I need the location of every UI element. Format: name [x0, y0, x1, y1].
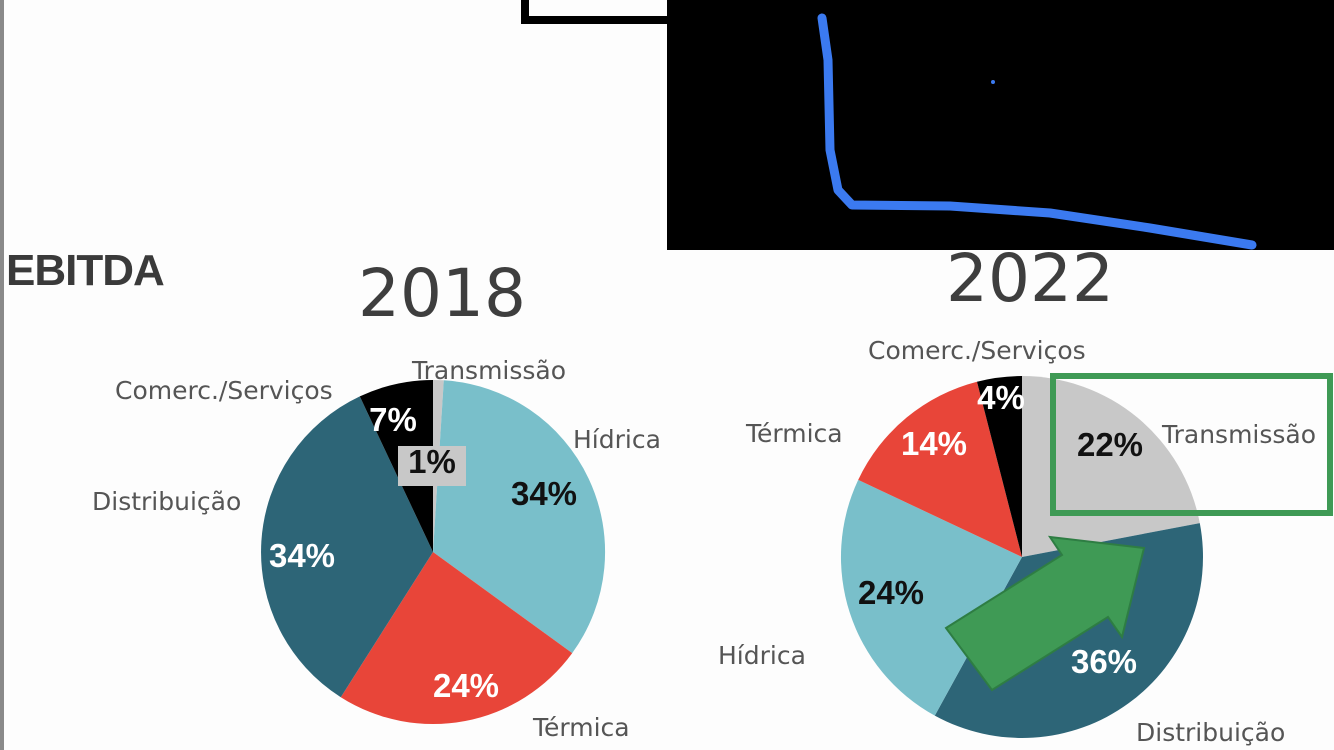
- label-2018-comerc: Comerc./Serviços: [115, 376, 333, 405]
- black-ink-bracket: [521, 0, 681, 24]
- label-2022-comerc: Comerc./Serviços: [868, 336, 1086, 365]
- pie-slice-2018-2: [340, 552, 573, 725]
- highlight-box-transmissao: [1050, 373, 1333, 516]
- label-2018-hidrica: Hídrica: [573, 425, 661, 454]
- pct-label-2018-0: 1%: [408, 443, 456, 480]
- pct-label-2018-2: 24%: [433, 667, 499, 704]
- pie-slice-2018-3: [261, 396, 433, 698]
- green-arrow: [944, 535, 1146, 692]
- label-2022-transmissao: Transmissão: [1161, 420, 1316, 449]
- pie-slice-2018-1: [433, 380, 606, 654]
- pct-label-2022-4: 4%: [977, 379, 1025, 416]
- label-2022-distribuicao: Distribuição: [1136, 718, 1285, 747]
- pct-label-2018-4: 7%: [369, 401, 417, 438]
- chart-title-2018: 2018: [358, 255, 526, 332]
- pct-label-2022-1: 36%: [1071, 643, 1137, 680]
- label-2022-termica: Térmica: [745, 419, 843, 448]
- pct-label-2022-2: 24%: [858, 574, 924, 611]
- pie-slice-2022-4: [977, 376, 1022, 557]
- pie-chart-2022: 22% 36% 24% 14% 4%: [840, 376, 1204, 738]
- label-2018-distribuicao: Distribuição: [92, 487, 241, 516]
- label-2018-termica: Térmica: [532, 713, 630, 742]
- chart-title-2022: 2022: [946, 240, 1114, 317]
- pie-slice-2018-4: [359, 380, 433, 552]
- pct-label-2018-3: 34%: [269, 537, 335, 574]
- slide-left-border: [0, 0, 4, 750]
- blue-pen-dot: [991, 80, 995, 84]
- pct-label-2022-0: 22%: [1077, 426, 1143, 463]
- pie-slice-2022-2: [840, 479, 1022, 716]
- pie-chart-2018: 1% 34% 24% 34% 7%: [261, 379, 606, 725]
- label-2022-hidrica: Hídrica: [718, 641, 806, 670]
- pct-label-2018-1: 34%: [511, 475, 577, 512]
- heading: EBITDA: [6, 246, 165, 295]
- pct-label-2022-3: 14%: [901, 425, 967, 462]
- blue-pen-stroke: [817, 13, 1257, 250]
- label-2018-transmissao: Transmissão: [411, 356, 566, 385]
- pct-label-bg-2018-0: [398, 446, 466, 486]
- pie-slice-2022-3: [858, 381, 1022, 557]
